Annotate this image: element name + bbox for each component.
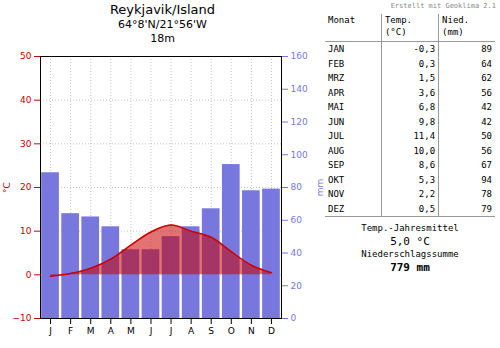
svg-text:20: 20	[291, 280, 303, 290]
html-text:62: 62	[481, 73, 492, 83]
svg-text:D: D	[268, 326, 275, 336]
svg-text:J: J	[169, 326, 173, 336]
svg-text:N: N	[248, 326, 255, 336]
html-text:94: 94	[481, 174, 492, 185]
html-text:79: 79	[481, 203, 492, 214]
html-text:78: 78	[481, 189, 492, 199]
html-text:89: 89	[481, 44, 492, 54]
html-text:FEB: FEB	[328, 58, 345, 69]
html-text:10,0: 10,0	[413, 145, 436, 156]
svg-text:50: 50	[20, 51, 32, 61]
html-text:AUG: AUG	[328, 145, 345, 156]
html-text:Monat: Monat	[328, 15, 356, 25]
html-text:DEZ: DEZ	[328, 203, 345, 214]
html-text:MRZ: MRZ	[328, 73, 345, 83]
html-text:(mm): (mm)	[442, 27, 464, 37]
svg-text:140: 140	[291, 84, 308, 94]
html-text:42: 42	[481, 102, 492, 112]
html-text:56: 56	[481, 87, 492, 98]
html-text:Niederschlagssumme: Niederschlagssumme	[361, 249, 459, 259]
svg-text:80: 80	[291, 182, 303, 192]
html-text:6,8: 6,8	[418, 102, 436, 112]
html-text:JUL: JUL	[328, 131, 345, 141]
html-text:9,8: 9,8	[418, 116, 436, 127]
html-text:0,3: 0,3	[418, 58, 436, 69]
html-text:Erstellt mit Geoklima 2.1: Erstellt mit Geoklima 2.1	[390, 2, 496, 10]
svg-text:F: F	[68, 326, 73, 336]
html-text:5,0 °C: 5,0 °C	[390, 234, 430, 248]
html-text:APR: APR	[328, 87, 345, 98]
html-text:64°8'N/21°56'W: 64°8'N/21°56'W	[118, 18, 207, 32]
html-text:JUN: JUN	[328, 116, 345, 127]
html-text:11,4: 11,4	[413, 131, 436, 141]
html-text:67: 67	[481, 160, 492, 170]
html-text:3,6: 3,6	[418, 87, 436, 98]
html-text:5,3: 5,3	[418, 174, 436, 185]
svg-text:−10: −10	[13, 313, 32, 323]
html-text:Temp.-Jahresmittel: Temp.-Jahresmittel	[361, 223, 459, 233]
svg-text:0: 0	[291, 313, 297, 323]
svg-text:10: 10	[20, 226, 32, 236]
svg-text:M: M	[127, 326, 135, 336]
html-text:1,5: 1,5	[418, 73, 436, 83]
html-text:18m: 18m	[150, 32, 175, 45]
svg-text:40: 40	[20, 95, 32, 105]
html-text:56: 56	[481, 145, 492, 156]
html-text:SEP: SEP	[328, 160, 345, 170]
svg-text:40: 40	[291, 248, 303, 258]
svg-text:A: A	[108, 326, 115, 336]
html-text:(°C): (°C)	[384, 27, 407, 37]
svg-text:20: 20	[20, 182, 32, 192]
svg-text:A: A	[188, 326, 195, 336]
svg-text:30: 30	[20, 138, 32, 148]
html-text:MAI: MAI	[328, 102, 345, 112]
html-text:Temp.: Temp.	[384, 15, 412, 25]
html-text:2,2: 2,2	[418, 189, 436, 199]
svg-text:0: 0	[26, 269, 32, 279]
html-text:OKT: OKT	[328, 174, 345, 185]
svg-text:J: J	[149, 326, 153, 336]
html-text:50: 50	[481, 131, 492, 141]
svg-text:160: 160	[291, 51, 308, 61]
html-text:779 mm: 779 mm	[390, 260, 430, 274]
svg-text:J: J	[48, 326, 52, 336]
svg-text:M: M	[87, 326, 95, 336]
html-text:64: 64	[481, 58, 492, 69]
svg-text:°C: °C	[2, 182, 12, 193]
html-text:Reykjavik/Island: Reykjavik/Island	[109, 2, 216, 17]
html-text:NOV: NOV	[328, 189, 345, 199]
html-text:42: 42	[481, 116, 492, 127]
svg-text:60: 60	[291, 215, 303, 225]
svg-text:S: S	[208, 326, 214, 336]
svg-text:100: 100	[291, 149, 308, 159]
svg-text:mm: mm	[315, 178, 325, 196]
svg-text:120: 120	[291, 117, 308, 127]
html-text:-0,3: -0,3	[413, 44, 436, 54]
html-text:Nied.: Nied.	[442, 15, 470, 25]
html-text:8,6: 8,6	[418, 160, 436, 170]
svg-text:O: O	[228, 326, 235, 336]
html-text:JAN: JAN	[328, 44, 345, 54]
html-text:0,5: 0,5	[418, 203, 436, 214]
